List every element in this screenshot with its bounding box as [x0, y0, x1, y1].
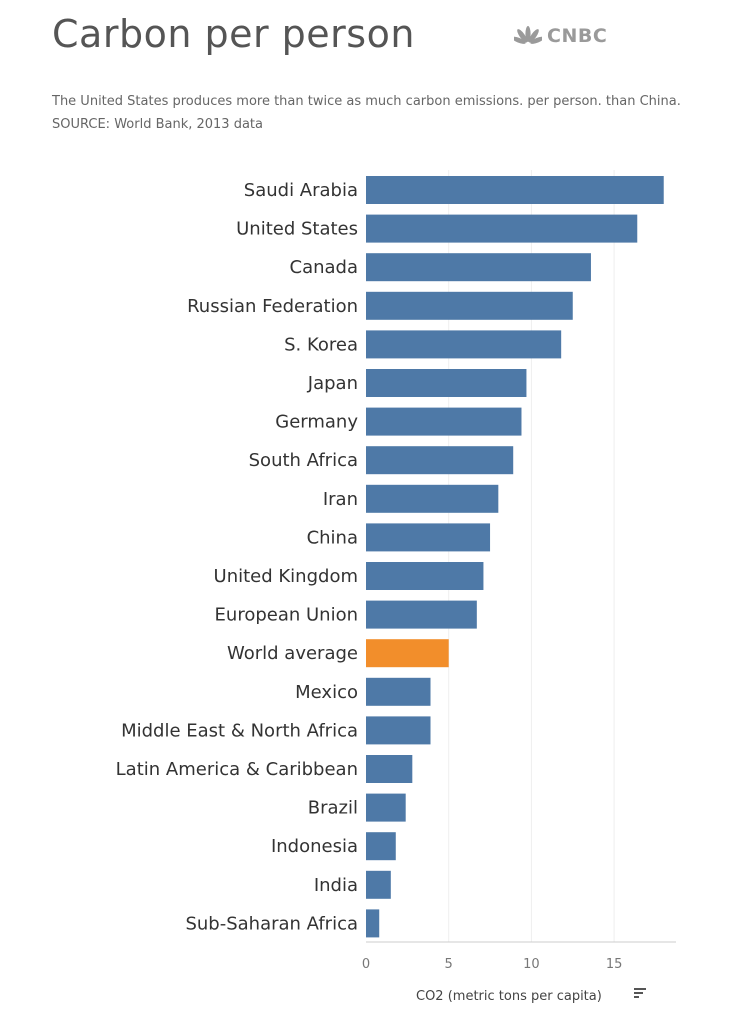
sort-icon-line — [634, 988, 646, 990]
bar[interactable] — [366, 446, 514, 475]
bars — [366, 176, 664, 938]
sort-icon-line — [634, 992, 643, 994]
x-axis-ticks: 0 5 10 15 — [362, 957, 623, 972]
bar[interactable] — [366, 253, 591, 282]
sort-icon-line — [634, 996, 639, 998]
bar[interactable] — [366, 523, 491, 552]
category-label: China — [307, 527, 358, 548]
bar[interactable] — [366, 832, 396, 861]
category-label: Latin America & Caribbean — [116, 759, 358, 780]
bar[interactable] — [366, 677, 431, 706]
category-label: United Kingdom — [214, 566, 358, 587]
gridlines — [448, 170, 615, 942]
bar[interactable] — [366, 909, 380, 938]
category-label: Middle East & North Africa — [121, 720, 358, 741]
category-label: Japan — [307, 373, 358, 394]
category-label: European Union — [215, 605, 358, 626]
bar[interactable] — [366, 793, 406, 822]
bar[interactable] — [366, 484, 499, 513]
bar[interactable] — [366, 716, 431, 745]
bar[interactable] — [366, 214, 638, 243]
category-label: Sub-Saharan Africa — [185, 913, 358, 934]
category-label: Iran — [323, 489, 358, 510]
bar[interactable] — [366, 870, 391, 899]
bar[interactable] — [366, 291, 573, 320]
cnbc-logo: CNBC — [514, 24, 607, 48]
bar[interactable] — [366, 407, 522, 436]
x-tick-label: 15 — [606, 957, 623, 972]
bar[interactable] — [366, 369, 527, 397]
category-label: Brazil — [308, 798, 358, 819]
logo-text: CNBC — [547, 25, 608, 47]
x-tick-label: 0 — [362, 957, 370, 972]
x-tick-label: 5 — [445, 957, 453, 972]
bar[interactable] — [366, 562, 484, 590]
bar[interactable] — [366, 755, 413, 783]
nbc-peacock-icon — [514, 26, 542, 44]
chart-subtitle: The United States produces more than twi… — [52, 94, 681, 132]
category-label: South Africa — [249, 450, 358, 471]
category-label: Russian Federation — [187, 296, 358, 317]
bar-highlight[interactable] — [366, 639, 449, 668]
x-axis-label: CO2 (metric tons per capita) — [416, 989, 602, 1004]
bar[interactable] — [366, 600, 477, 629]
category-label: Canada — [290, 257, 359, 278]
category-label: United States — [236, 219, 358, 240]
x-tick-label: 10 — [523, 957, 540, 972]
category-label: Germany — [275, 412, 358, 433]
bar[interactable] — [366, 176, 664, 204]
category-label: Mexico — [295, 682, 358, 703]
category-label: S. Korea — [284, 334, 358, 355]
bar[interactable] — [366, 330, 562, 359]
category-label: World average — [227, 643, 358, 664]
category-label: Indonesia — [271, 836, 358, 857]
sort-descending-icon[interactable] — [634, 988, 646, 998]
category-label: India — [314, 875, 358, 896]
category-labels: Saudi Arabia United States Canada Russian F… — [116, 180, 359, 934]
category-label: Saudi Arabia — [244, 180, 358, 201]
chart-title: Carbon per person — [52, 12, 415, 56]
